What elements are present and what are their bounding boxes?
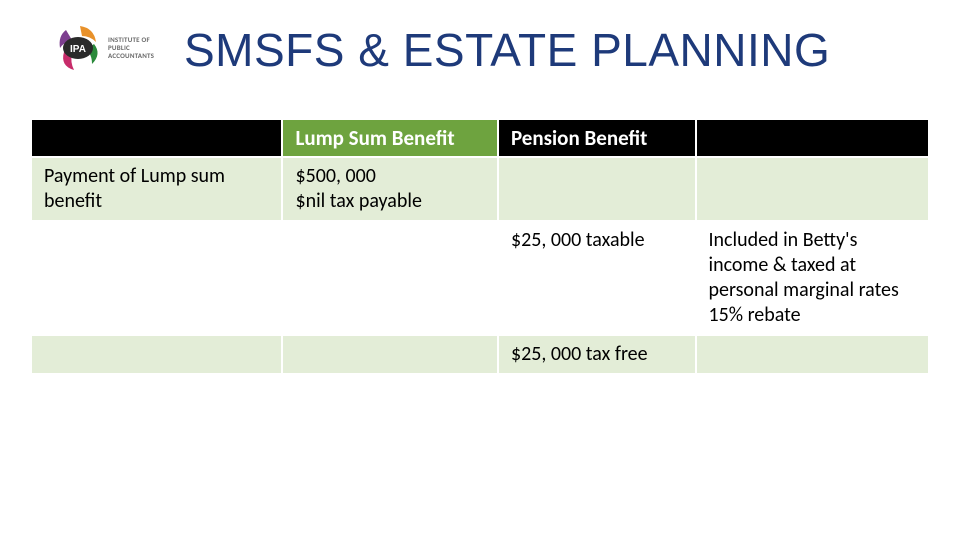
table-cell: $25, 000 taxable <box>498 221 696 335</box>
table-row: Payment of Lump sum benefit $500, 000$ni… <box>31 157 929 221</box>
table-cell <box>498 157 696 221</box>
ipa-logo: IPA INSTITUTE OF PUBLIC ACCOUNTANTS <box>50 22 106 78</box>
table-body: Payment of Lump sum benefit $500, 000$ni… <box>31 157 929 374</box>
table-cell <box>31 221 282 335</box>
table-header-lump-sum: Lump Sum Benefit <box>282 119 498 157</box>
table-cell <box>696 157 930 221</box>
slide-title: SMSFS & ESTATE PLANNING <box>184 23 830 77</box>
table-cell: Payment of Lump sum benefit <box>31 157 282 221</box>
table-header-blank <box>31 119 282 157</box>
table-cell <box>31 335 282 374</box>
table-cell <box>696 335 930 374</box>
table-row: $25, 000 tax free <box>31 335 929 374</box>
table-cell <box>282 335 498 374</box>
comparison-table: Lump Sum Benefit Pension Benefit Payment… <box>30 118 930 375</box>
table-cell: $25, 000 tax free <box>498 335 696 374</box>
table-cell <box>282 221 498 335</box>
table-header-row: Lump Sum Benefit Pension Benefit <box>31 119 929 157</box>
table-cell: $500, 000$nil tax payable <box>282 157 498 221</box>
table-cell: Included in Betty's income & taxed at pe… <box>696 221 930 335</box>
logo-subtitle: INSTITUTE OF PUBLIC ACCOUNTANTS <box>108 36 154 60</box>
slide-header: IPA INSTITUTE OF PUBLIC ACCOUNTANTS SMSF… <box>0 0 960 78</box>
logo-badge-text: IPA <box>70 44 86 55</box>
table-header-blank-2 <box>696 119 930 157</box>
table-row: $25, 000 taxable Included in Betty's inc… <box>31 221 929 335</box>
logo-text-line: ACCOUNTANTS <box>108 52 154 60</box>
comparison-table-container: Lump Sum Benefit Pension Benefit Payment… <box>0 78 960 375</box>
table-header-pension: Pension Benefit <box>498 119 696 157</box>
